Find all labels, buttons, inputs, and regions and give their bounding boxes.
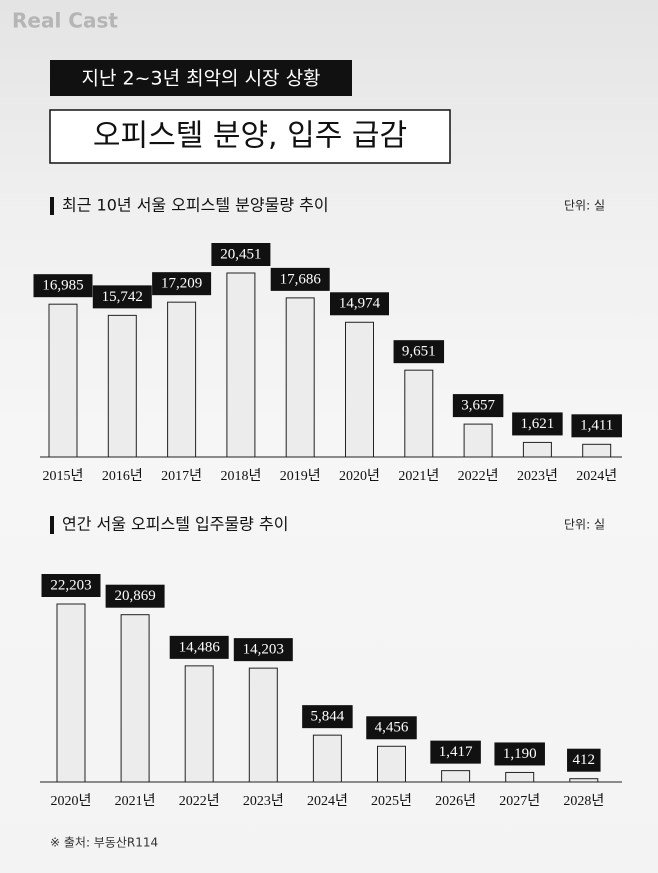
value-label-box <box>41 574 101 597</box>
bar <box>569 778 599 783</box>
value-label: 15,742 <box>102 289 143 305</box>
value-label: 1,621 <box>521 416 555 432</box>
value-label-box <box>92 285 152 309</box>
chart-title: 최근 10년 서울 오피스텔 분양물량 추이 <box>62 196 329 215</box>
value-label-box <box>105 584 165 608</box>
value-label: 14,974 <box>339 296 381 312</box>
value-label: 4,456 <box>375 720 409 736</box>
value-label: 22,203 <box>50 577 91 593</box>
headline-main: 오피스텔 분양, 입주 급감 <box>93 119 407 154</box>
x-tick-label: 2017년 <box>161 468 202 484</box>
bar <box>167 301 197 458</box>
bar <box>345 321 374 458</box>
x-tick-label: 2024년 <box>576 468 617 484</box>
bar <box>522 441 552 458</box>
title-marker <box>50 516 54 534</box>
headline-box <box>50 60 352 96</box>
x-tick-label: 2016년 <box>102 468 143 484</box>
bar <box>377 745 406 783</box>
bar <box>505 771 535 783</box>
value-label: 20,451 <box>220 246 261 262</box>
bar <box>441 770 471 783</box>
bar <box>285 297 315 458</box>
value-label-box <box>571 414 622 438</box>
value-label-box <box>233 638 293 662</box>
value-label-box <box>152 272 212 296</box>
value-label-box <box>366 716 417 740</box>
bar <box>120 614 150 783</box>
x-tick-label: 2026년 <box>435 793 476 809</box>
value-label-box <box>452 394 504 418</box>
value-label-box <box>567 748 601 772</box>
title-marker <box>50 197 54 215</box>
x-tick-label: 2025년 <box>371 793 412 809</box>
bar <box>463 423 493 458</box>
x-tick-label: 2019년 <box>280 468 321 484</box>
x-tick-label: 2022년 <box>179 793 220 809</box>
bar <box>582 443 612 458</box>
value-label: 17,209 <box>161 276 202 292</box>
value-label: 14,486 <box>179 639 221 655</box>
value-label: 9,651 <box>402 344 436 360</box>
source: ※ 출처: 부동산R114 <box>50 836 158 850</box>
unit-label: 단위: 실 <box>564 199 605 213</box>
headline-sub: 지난 2~3년 최악의 시장 상황 <box>81 68 320 90</box>
x-tick-label: 2023년 <box>243 793 284 809</box>
x-tick-label: 2015년 <box>43 468 84 484</box>
value-label: 3,657 <box>461 398 495 414</box>
value-label-box <box>494 742 545 766</box>
value-label-box <box>169 635 229 659</box>
x-tick-label: 2020년 <box>339 468 380 484</box>
value-label: 16,985 <box>42 278 83 294</box>
value-label-box <box>330 292 389 316</box>
x-tick-label: 2028년 <box>563 793 604 809</box>
brand-logo: Real Cast <box>12 9 118 33</box>
x-tick-label: 2027년 <box>499 793 540 809</box>
bar <box>48 303 78 458</box>
bar <box>226 272 256 458</box>
x-tick-label: 2021년 <box>398 468 439 484</box>
x-tick-label: 2022년 <box>458 468 499 484</box>
value-label-box <box>512 412 563 436</box>
value-label: 412 <box>573 752 596 768</box>
bar <box>248 667 278 783</box>
x-tick-label: 2021년 <box>115 793 156 809</box>
value-label-box <box>302 705 353 729</box>
chart-title: 연간 서울 오피스텔 입주물량 추이 <box>62 515 288 534</box>
value-label: 5,844 <box>311 709 345 725</box>
bar <box>107 314 137 458</box>
bar <box>404 369 434 458</box>
value-label: 17,686 <box>280 271 322 287</box>
headline-box <box>49 109 451 164</box>
value-label: 1,417 <box>439 744 473 760</box>
value-label-box <box>393 340 445 364</box>
x-tick-label: 2023년 <box>517 468 558 484</box>
x-tick-label: 2020년 <box>51 793 92 809</box>
bar <box>312 734 342 783</box>
value-label-box <box>211 243 271 266</box>
x-tick-label: 2024년 <box>307 793 348 809</box>
value-label-box <box>430 740 481 764</box>
value-label: 14,203 <box>243 642 284 658</box>
value-label: 1,190 <box>503 746 537 762</box>
value-label-box <box>33 274 93 298</box>
bar <box>184 665 214 783</box>
value-label: 20,869 <box>114 588 155 604</box>
value-label: 1,411 <box>580 418 613 434</box>
x-tick-label: 2018년 <box>220 468 261 484</box>
value-label-box <box>270 267 330 291</box>
bar <box>56 603 86 783</box>
unit-label: 단위: 실 <box>564 518 605 532</box>
